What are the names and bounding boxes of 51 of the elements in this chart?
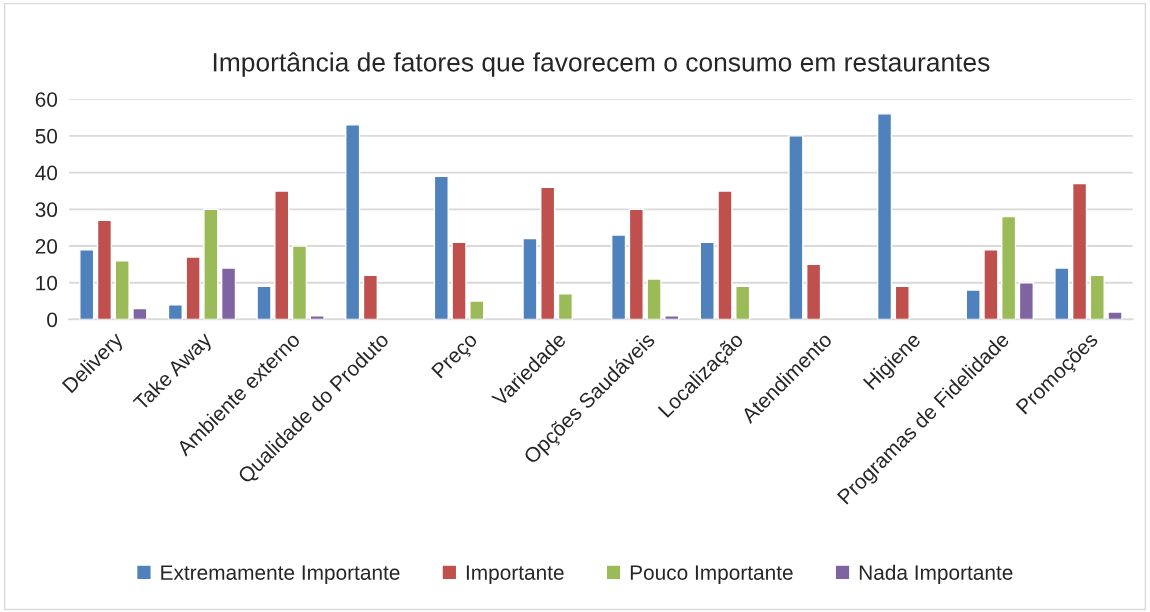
bar [540,186,556,320]
y-tick-label: 0 [47,312,58,328]
bar [735,285,751,320]
bar [806,263,822,320]
bar [610,234,627,320]
bar [522,237,538,320]
y-tick-label: 40 [35,165,58,181]
bar [628,208,644,320]
legend-label: Extremamente Importante [161,565,400,585]
bar [256,285,272,320]
bar [167,304,183,320]
bar [220,267,237,320]
bar [291,245,308,320]
bar [451,241,467,320]
bar [1001,215,1017,320]
y-tick-label: 30 [35,202,58,218]
bar [1089,274,1105,320]
bar [433,175,449,320]
bar [345,124,361,320]
bar [79,249,95,320]
y-tick-label: 60 [35,92,58,107]
bar [469,300,485,320]
bar [876,113,893,320]
bar [362,274,379,320]
bar [788,135,804,320]
bar [185,256,201,320]
bar [1107,311,1123,320]
bar [965,289,981,320]
bar [717,190,733,320]
bar [557,293,574,320]
bar [132,307,148,320]
bar [203,208,219,320]
bar [664,315,680,320]
chart-title: Importância de fatores que favorecem o consumo em restaurantes [213,52,990,77]
y-tick-label: 20 [35,239,58,254]
legend-label: Pouco Importante [630,565,793,585]
bar [1071,182,1088,320]
bar [983,249,999,320]
y-tick-label: 50 [35,128,58,144]
bar [1018,282,1034,320]
bar [309,315,325,320]
bar [1054,267,1070,320]
bar [274,190,290,320]
bar [646,278,662,320]
y-tick-label: 10 [36,275,58,291]
bar [894,285,910,320]
bar [114,260,130,320]
legend-label: Nada Importante [859,564,1013,585]
bar [699,241,715,320]
bar [96,219,113,320]
legend-label: Importante [466,565,564,585]
